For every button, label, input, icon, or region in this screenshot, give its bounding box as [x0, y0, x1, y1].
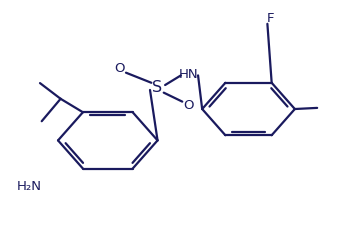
Text: HN: HN: [179, 68, 198, 81]
Text: O: O: [183, 99, 194, 112]
Text: F: F: [267, 12, 275, 25]
Text: O: O: [115, 62, 125, 75]
Text: H₂N: H₂N: [17, 180, 42, 193]
Text: S: S: [153, 80, 163, 95]
